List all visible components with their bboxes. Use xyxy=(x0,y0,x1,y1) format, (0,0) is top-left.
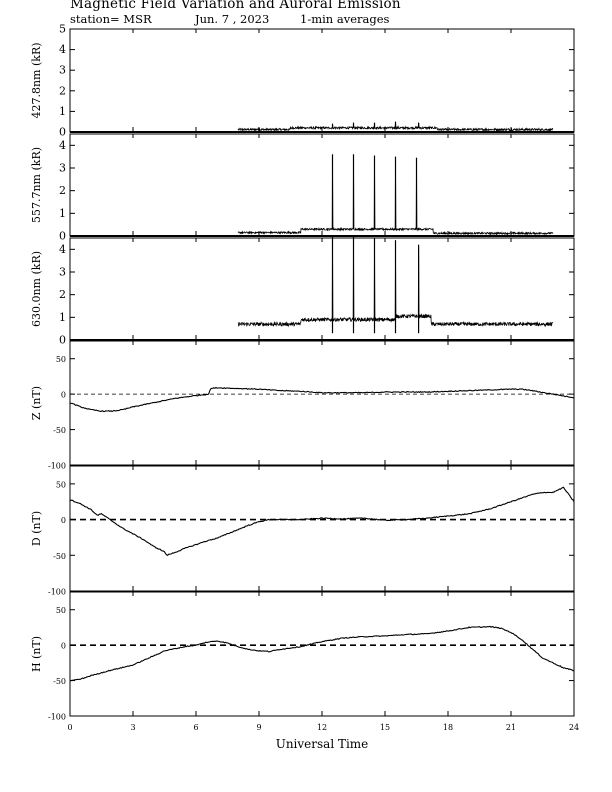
y-tick-label: 3 xyxy=(59,64,66,77)
y-tick-label: 4 xyxy=(59,243,66,256)
averaging-label: 1-min averages xyxy=(300,12,390,26)
y-tick-label: 0 xyxy=(61,391,66,400)
panel-frame xyxy=(69,591,575,717)
y-tick-label: 3 xyxy=(59,162,66,175)
y-axis-label: H (nT) xyxy=(30,636,43,672)
panel-frame xyxy=(69,133,575,237)
y-axis-label: D (nT) xyxy=(30,511,43,546)
y-axis-label: 630.0nm (kR) xyxy=(30,251,43,327)
station-label: station= MSR xyxy=(70,12,152,26)
magnetometer-trace xyxy=(69,486,575,556)
y-tick-label: 2 xyxy=(59,288,66,301)
y-axis-label: 427.8nm (kR) xyxy=(30,42,43,118)
y-tick-label: -50 xyxy=(53,426,66,435)
y-tick-label: 1 xyxy=(59,311,66,324)
y-tick-label: 3 xyxy=(59,266,66,279)
date-label: Jun. 7 , 2023 xyxy=(195,12,270,26)
y-tick-label: -100 xyxy=(48,713,66,722)
x-tick-label: 12 xyxy=(317,723,327,732)
panel-frame xyxy=(69,465,575,592)
y-tick-label: 0 xyxy=(61,516,66,525)
y-tick-label: 0 xyxy=(59,334,66,347)
y-tick-label: -50 xyxy=(53,552,66,561)
x-tick-label: 0 xyxy=(67,723,72,732)
y-tick-label: 2 xyxy=(59,84,66,97)
y-tick-label: 50 xyxy=(56,480,66,489)
y-tick-label: 2 xyxy=(59,184,66,197)
y-axis-label: Z (nT) xyxy=(30,386,43,420)
y-tick-label: 4 xyxy=(59,139,66,152)
x-tick-label: 9 xyxy=(256,723,261,732)
y-tick-label: -50 xyxy=(53,677,66,686)
panel-frame xyxy=(69,28,575,133)
y-tick-label: -100 xyxy=(48,588,66,597)
y-tick-label: 5 xyxy=(59,23,66,36)
y-tick-label: 0 xyxy=(61,642,66,651)
magnetometer-trace xyxy=(69,625,574,682)
x-tick-label: 6 xyxy=(193,723,198,732)
x-tick-label: 18 xyxy=(443,723,453,732)
x-axis-label: Universal Time xyxy=(276,737,369,751)
x-tick-label: 3 xyxy=(130,723,135,732)
y-tick-label: 50 xyxy=(56,606,66,615)
y-axis-label: 557.7nm (kR) xyxy=(30,147,43,223)
magnetometer-trace xyxy=(69,386,575,413)
y-tick-label: -100 xyxy=(48,462,66,471)
y-tick-label: 4 xyxy=(59,43,66,56)
x-tick-label: 24 xyxy=(569,723,579,732)
panel-frame xyxy=(69,340,575,466)
y-tick-label: 1 xyxy=(59,207,66,220)
chart-title: Magnetic Field Variation and Auroral Emi… xyxy=(70,0,401,12)
y-tick-label: 1 xyxy=(59,105,66,118)
x-tick-label: 15 xyxy=(380,723,390,732)
y-tick-label: 0 xyxy=(59,126,66,139)
y-tick-label: 0 xyxy=(59,230,66,243)
x-tick-label: 21 xyxy=(506,723,516,732)
y-tick-label: 50 xyxy=(56,355,66,364)
